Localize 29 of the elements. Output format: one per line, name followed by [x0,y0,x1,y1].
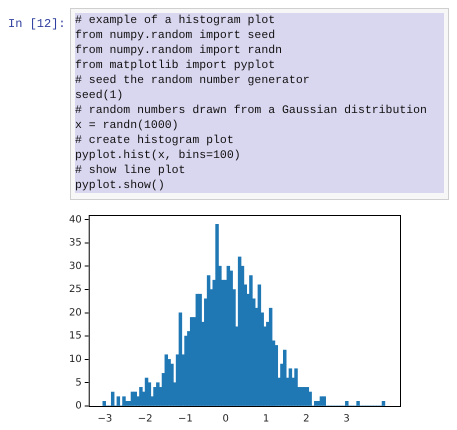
x-tick-label: 2 [303,414,310,425]
text: pyplot.show() [75,178,166,193]
y-tick-label: 25 [68,284,82,296]
text: from numpy.random import seed [75,28,276,43]
text: # seed the random number generator [75,73,311,88]
text: # show line plot [75,163,186,178]
text: seed(1) [75,88,124,103]
text: x = randn(1000) [75,118,180,133]
x-tick-label: 3 [343,414,350,425]
text: pyplot.hist(x, bins=100) [75,148,242,163]
y-tick-label: 40 [68,214,82,226]
y-tick-label: 20 [68,307,82,318]
x-tick-label: 1 [262,414,270,425]
y-tick-label: 5 [75,377,82,388]
x-tick-label: −2 [138,414,153,425]
x-tick-label: −1 [178,414,193,425]
y-tick-label: 0 [75,400,82,412]
y-tick-label: 30 [68,260,82,272]
x-tick-label: 0 [222,414,229,425]
text: # create histogram plot [75,133,235,148]
x-tick-label: −3 [97,414,112,425]
text: from matplotlib import pyplot [75,58,276,73]
y-tick-label: 15 [68,330,82,342]
text: # example of a histogram plot [75,13,276,28]
text: from numpy.random import randn [75,43,284,58]
y-tick-label: 35 [68,238,82,249]
text: In [12]: [8,16,67,31]
y-tick-label: 10 [68,354,82,366]
text: # random numbers drawn from a Gaussian distribution [75,103,428,118]
